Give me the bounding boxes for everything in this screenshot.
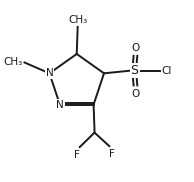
Text: O: O — [131, 43, 140, 53]
Text: S: S — [131, 64, 139, 77]
Text: O: O — [131, 89, 140, 99]
Text: CH₃: CH₃ — [68, 15, 87, 25]
Text: CH₃: CH₃ — [3, 57, 23, 67]
Text: N: N — [56, 100, 64, 110]
Text: F: F — [74, 150, 80, 160]
Text: Cl: Cl — [161, 66, 172, 76]
Text: N: N — [46, 68, 53, 78]
Text: F: F — [109, 149, 115, 159]
